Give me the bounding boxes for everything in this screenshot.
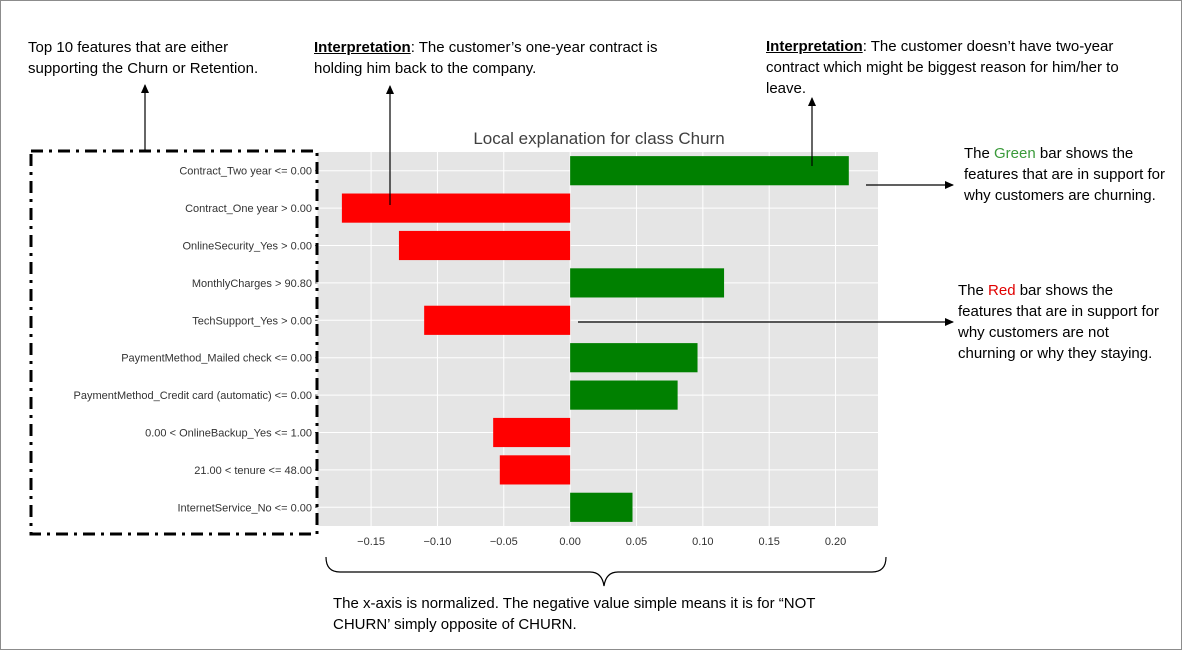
interpretation-label: Interpretation: [314, 39, 411, 56]
top-features-note: Top 10 features that are either supporti…: [28, 37, 298, 79]
x-tick-labels: −0.15 −0.10 −0.05 0.00 0.05 0.10 0.15 0.20: [357, 536, 846, 548]
interpretation-label: Interpretation: [766, 38, 863, 55]
red-bar-note: The Red bar shows the features that are …: [958, 280, 1163, 364]
y-tick-label: Contract_One year > 0.00: [185, 203, 312, 215]
bar-retention: [499, 455, 571, 485]
x-tick-label: 0.00: [559, 536, 580, 548]
y-tick-label: TechSupport_Yes > 0.00: [192, 315, 312, 327]
interpretation-text: : The customer doesn’t have two-year con…: [766, 38, 1119, 97]
interpretation-one-year: Interpretation: The customer’s one-year …: [314, 37, 704, 79]
x-axis-note-text: The x-axis is normalized. The negative v…: [333, 595, 816, 633]
bar-churn: [570, 492, 633, 522]
bar-churn: [570, 343, 698, 373]
top-features-text: Top 10 features that are either supporti…: [28, 39, 259, 77]
bar-churn: [570, 268, 725, 298]
y-tick-label: InternetService_No <= 0.00: [177, 502, 312, 514]
chart-title: Local explanation for class Churn: [473, 129, 724, 148]
x-axis-brace: [325, 556, 887, 587]
x-tick-label: −0.10: [424, 536, 452, 548]
x-tick-label: 0.10: [692, 536, 713, 548]
bar-churn: [570, 380, 678, 410]
bar-retention: [493, 417, 571, 448]
y-tick-label: OnlineSecurity_Yes > 0.00: [182, 241, 312, 253]
x-tick-label: −0.05: [490, 536, 518, 548]
note-text: The: [958, 282, 989, 299]
feature-labels-box: [29, 149, 319, 536]
green-bar-note: The Green bar shows the features that ar…: [964, 143, 1169, 206]
y-tick-labels: Contract_Two year <= 0.00 Contract_One ye…: [74, 166, 318, 514]
note-text: bar shows the features that are in suppo…: [964, 145, 1165, 204]
interpretation-two-year: Interpretation: The customer doesn’t hav…: [766, 36, 1156, 99]
y-tick-label: 0.00 < OnlineBackup_Yes <= 1.00: [145, 428, 312, 440]
y-tick-label: PaymentMethod_Credit card (automatic) <=…: [74, 390, 312, 402]
note-text: The: [964, 145, 995, 162]
bar-retention: [424, 305, 571, 335]
x-axis-note: The x-axis is normalized. The negative v…: [333, 593, 873, 635]
x-tick-label: 0.15: [758, 536, 779, 548]
interpretation-text: : The customer’s one-year contract is ho…: [314, 39, 658, 77]
green-word: Green: [994, 145, 1036, 162]
y-tick-label: 21.00 < tenure <= 48.00: [194, 465, 312, 477]
bar-churn: [570, 156, 849, 186]
y-tick-label: Contract_Two year <= 0.00: [179, 166, 312, 178]
x-tick-label: 0.05: [626, 536, 647, 548]
x-tick-label: 0.20: [825, 536, 846, 548]
note-text: bar shows the features that are in suppo…: [958, 282, 1159, 362]
x-tick-label: −0.15: [357, 536, 385, 548]
y-tick-label: PaymentMethod_Mailed check <= 0.00: [121, 353, 312, 365]
red-word: Red: [988, 282, 1016, 299]
bars: [341, 156, 849, 522]
y-tick-label: MonthlyCharges > 90.80: [192, 278, 312, 290]
bar-retention: [398, 230, 571, 261]
bar-retention: [341, 193, 571, 223]
